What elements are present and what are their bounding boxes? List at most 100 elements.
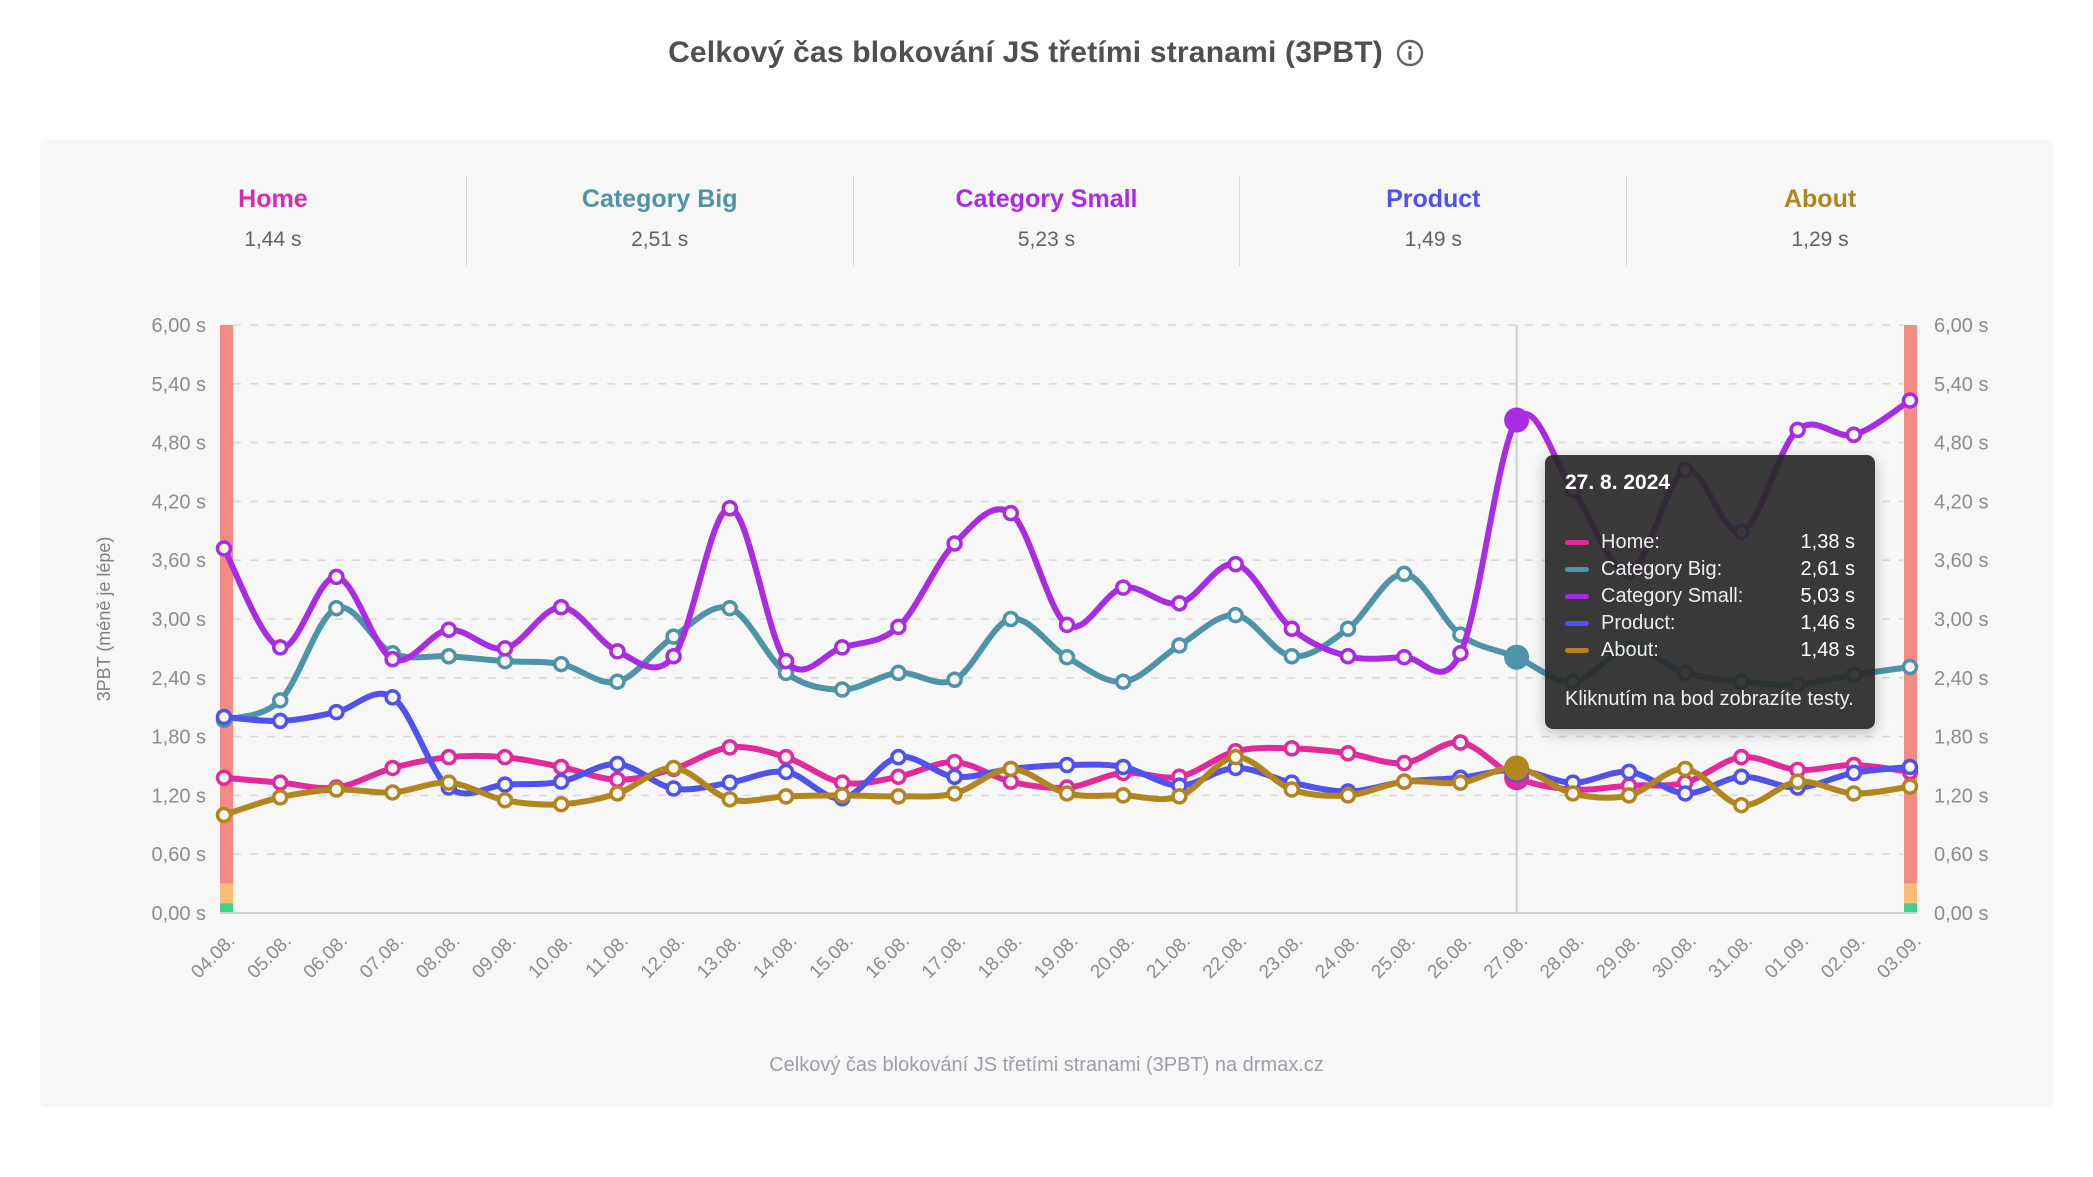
data-point[interactable] (1002, 760, 1020, 778)
data-point[interactable] (496, 776, 514, 793)
tab-category-small[interactable]: Category Small 5,23 s (852, 176, 1240, 266)
data-point[interactable] (271, 789, 289, 806)
data-point[interactable] (1283, 781, 1301, 798)
data-point[interactable] (1452, 774, 1469, 791)
data-point[interactable] (552, 795, 570, 813)
data-point[interactable] (665, 759, 682, 777)
data-point[interactable] (890, 664, 907, 682)
data-point[interactable] (721, 739, 739, 756)
data-point[interactable] (384, 650, 401, 668)
data-point[interactable] (1171, 595, 1188, 612)
data-point[interactable] (833, 681, 851, 698)
data-point[interactable] (1395, 648, 1413, 666)
data-point[interactable] (609, 643, 626, 660)
data-point[interactable] (890, 748, 907, 766)
highlighted-data-point[interactable] (1504, 755, 1530, 781)
data-point[interactable] (271, 692, 289, 709)
data-point[interactable] (1002, 610, 1020, 628)
data-point[interactable] (609, 673, 626, 690)
data-point[interactable] (1114, 787, 1132, 804)
data-point[interactable] (1733, 748, 1750, 766)
data-point[interactable] (1171, 788, 1188, 805)
data-point[interactable] (1058, 756, 1076, 774)
data-point[interactable] (1171, 637, 1188, 654)
tab-product[interactable]: Product 1,49 s (1239, 176, 1626, 266)
data-point[interactable] (1227, 606, 1244, 624)
data-point[interactable] (1395, 773, 1413, 790)
data-point[interactable] (271, 774, 289, 791)
data-point[interactable] (946, 785, 963, 802)
data-point[interactable] (1002, 504, 1020, 522)
data-point[interactable] (552, 758, 570, 776)
data-point[interactable] (1901, 392, 1919, 409)
data-point[interactable] (440, 748, 458, 766)
data-point[interactable] (496, 640, 514, 657)
data-point[interactable] (552, 773, 570, 790)
data-point[interactable] (440, 774, 458, 791)
data-point[interactable] (890, 618, 907, 636)
data-point[interactable] (1058, 648, 1076, 666)
data-point[interactable] (1901, 758, 1919, 776)
data-point[interactable] (1114, 758, 1132, 776)
data-point[interactable] (1789, 773, 1806, 790)
data-point[interactable] (1789, 421, 1806, 439)
data-point[interactable] (1901, 778, 1919, 795)
data-point[interactable] (609, 785, 626, 802)
data-point[interactable] (890, 768, 907, 786)
data-point[interactable] (440, 647, 458, 665)
data-point[interactable] (946, 671, 963, 689)
data-point[interactable] (777, 763, 795, 781)
data-point[interactable] (215, 806, 233, 824)
data-point[interactable] (552, 655, 570, 673)
info-icon[interactable] (1395, 38, 1425, 68)
data-point[interactable] (496, 748, 514, 766)
data-point[interactable] (1845, 764, 1863, 782)
data-point[interactable] (1227, 555, 1244, 573)
data-point[interactable] (609, 755, 626, 773)
data-point[interactable] (1676, 760, 1694, 778)
data-point[interactable] (496, 792, 514, 809)
data-point[interactable] (946, 535, 963, 552)
data-point[interactable] (665, 780, 682, 797)
data-point[interactable] (271, 639, 289, 656)
data-point[interactable] (1733, 796, 1750, 814)
data-point[interactable] (1395, 754, 1413, 772)
data-point[interactable] (1676, 785, 1694, 802)
data-point[interactable] (1733, 768, 1750, 786)
data-point[interactable] (890, 788, 907, 805)
data-point[interactable] (1283, 647, 1301, 665)
data-point[interactable] (328, 781, 345, 798)
data-point[interactable] (946, 768, 963, 786)
data-point[interactable] (1283, 740, 1301, 757)
data-point[interactable] (1339, 647, 1357, 665)
data-point[interactable] (1339, 787, 1357, 804)
data-point[interactable] (609, 771, 626, 788)
data-point[interactable] (215, 708, 233, 726)
data-point[interactable] (271, 712, 289, 730)
data-point[interactable] (1058, 785, 1076, 802)
data-point[interactable] (1283, 620, 1301, 638)
data-point[interactable] (721, 500, 739, 517)
data-point[interactable] (1339, 745, 1357, 762)
data-point[interactable] (215, 769, 233, 787)
data-point[interactable] (777, 788, 795, 805)
data-point[interactable] (777, 652, 795, 670)
data-point[interactable] (1845, 785, 1863, 802)
data-point[interactable] (1058, 616, 1076, 634)
data-point[interactable] (1339, 620, 1357, 638)
highlighted-data-point[interactable] (1504, 644, 1530, 670)
data-point[interactable] (1452, 645, 1469, 662)
data-point[interactable] (946, 753, 963, 771)
data-point[interactable] (328, 599, 345, 617)
tab-home[interactable]: Home 1,44 s (80, 176, 466, 266)
data-point[interactable] (833, 787, 851, 804)
data-point[interactable] (215, 540, 233, 557)
data-point[interactable] (1620, 787, 1638, 804)
data-point[interactable] (1114, 579, 1132, 596)
data-point[interactable] (1620, 763, 1638, 781)
data-point[interactable] (328, 703, 345, 721)
data-point[interactable] (721, 599, 739, 617)
data-point[interactable] (1114, 673, 1132, 690)
data-point[interactable] (777, 748, 795, 766)
data-point[interactable] (1227, 748, 1244, 766)
